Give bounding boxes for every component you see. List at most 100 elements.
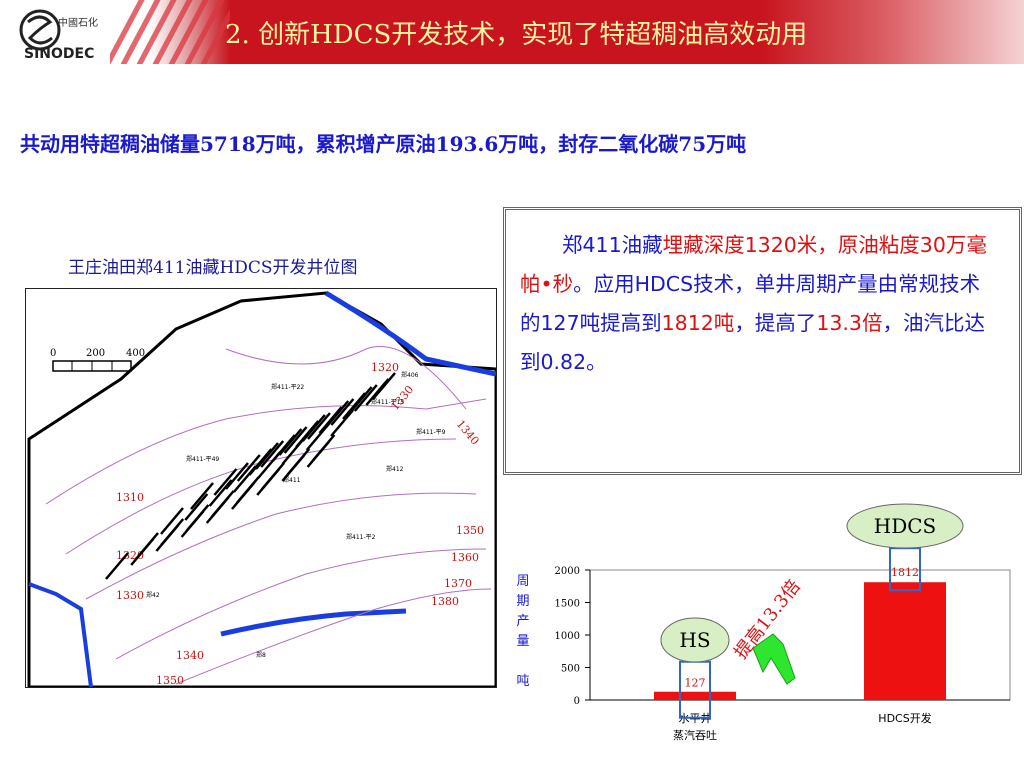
horizontal-well bbox=[353, 384, 378, 412]
bar bbox=[654, 691, 736, 700]
svg-text:郑411: 郑411 bbox=[283, 476, 301, 484]
header-bar: 中國石化 SINODEC 2. 创新HDCS开发技术，实现了特超稠油高效动用 bbox=[0, 0, 1024, 64]
svg-text:郑411-平9: 郑411-平9 bbox=[416, 428, 446, 436]
horizontal-well bbox=[307, 412, 331, 440]
horizontal-well bbox=[261, 462, 285, 490]
svg-text:400: 400 bbox=[126, 348, 145, 359]
contour bbox=[65, 438, 457, 555]
contour bbox=[85, 492, 477, 600]
y-tick-label: 1000 bbox=[555, 631, 580, 642]
svg-text:郑411-平22: 郑411-平22 bbox=[271, 383, 304, 391]
svg-text:郑8: 郑8 bbox=[256, 651, 266, 659]
y-axis-label-char: 周 bbox=[516, 574, 529, 589]
river-left bbox=[28, 582, 93, 688]
data-label: 1812 bbox=[891, 566, 919, 579]
bubble bbox=[846, 503, 964, 549]
header-stripes bbox=[110, 0, 230, 64]
svg-text:0: 0 bbox=[50, 348, 56, 359]
horizontal-well bbox=[185, 504, 210, 532]
desc-seg6: 13.3倍 bbox=[816, 311, 883, 335]
well-location-map: 0 200 400 1310 1320 1330 1340 1320 1330 … bbox=[25, 288, 498, 689]
svg-text:1360: 1360 bbox=[451, 551, 479, 564]
horizontal-well bbox=[190, 482, 214, 510]
contour-labels: 1310 1320 1330 1340 1320 1330 1340 1350 … bbox=[116, 361, 484, 687]
svg-text:1370: 1370 bbox=[444, 577, 472, 590]
desc-seg2: 埋藏深度1320米，原油粘度30万毫帕•秒 bbox=[520, 233, 987, 296]
horizontal-well bbox=[286, 448, 311, 476]
x-tick-label: 蒸汽吞吐 bbox=[673, 728, 717, 742]
horizontal-well bbox=[135, 532, 159, 560]
horizontal-well bbox=[372, 372, 396, 400]
horizontal-well bbox=[301, 414, 326, 442]
horizontal-well bbox=[311, 434, 336, 462]
svg-text:1350: 1350 bbox=[456, 524, 484, 537]
river-bottom bbox=[220, 608, 407, 637]
y-tick-label: 0 bbox=[574, 696, 580, 707]
contour bbox=[175, 588, 492, 685]
y-tick-label: 500 bbox=[561, 664, 580, 675]
y-tick-label: 1500 bbox=[555, 599, 580, 610]
horizontal-well bbox=[208, 479, 233, 507]
svg-text:中國石化: 中國石化 bbox=[58, 16, 98, 29]
sinopec-logo: 中國石化 SINODEC bbox=[19, 9, 98, 60]
bubble-label: HDCS bbox=[874, 514, 936, 538]
horizontal-well bbox=[210, 490, 235, 518]
horizontal-well bbox=[160, 507, 184, 535]
horizontal-well bbox=[325, 400, 350, 428]
summary-text: 共动用特超稠油储量5718万吨，累积增产原油193.6万吨，封存二氧化碳75万吨 bbox=[20, 132, 747, 156]
svg-text:1380: 1380 bbox=[431, 595, 459, 608]
svg-text:200: 200 bbox=[86, 348, 105, 359]
svg-text:郑411-平15: 郑411-平15 bbox=[371, 398, 404, 406]
svg-text:1340: 1340 bbox=[176, 649, 204, 662]
contour bbox=[115, 548, 487, 660]
svg-text:郑406: 郑406 bbox=[401, 371, 419, 379]
bubble-label: HS bbox=[679, 628, 710, 652]
bar bbox=[864, 582, 946, 700]
bubble bbox=[660, 617, 730, 663]
horizontal-well bbox=[278, 428, 303, 456]
horizontal-well bbox=[260, 440, 285, 468]
svg-text:SINODEC: SINODEC bbox=[24, 46, 94, 60]
y-axis-label-char: 产 bbox=[516, 614, 529, 629]
y-axis-label-char: 吨 bbox=[516, 674, 529, 689]
well-labels: 郑411-平49 郑411-平22 郑411 郑406 郑412 郑42 郑8 … bbox=[146, 371, 446, 659]
svg-text:1330: 1330 bbox=[116, 589, 144, 602]
desc-seg5: ，提高了 bbox=[734, 311, 817, 335]
river-top bbox=[324, 290, 497, 377]
horizontal-well bbox=[236, 454, 261, 482]
horizontal-well bbox=[283, 426, 308, 454]
horizontal-well bbox=[105, 552, 129, 580]
production-chart: 0500100015002000周期产量吨水平井蒸汽吞吐127HSHDCS开发1… bbox=[516, 503, 1011, 742]
desc-seg3: 。应用HDCS技术，单井周期产量由常规技术的127吨提高到 bbox=[520, 272, 981, 335]
desc-seg4: 1812吨 bbox=[661, 311, 735, 335]
page-title: 2. 创新HDCS开发技术，实现了特超稠油高效动用 bbox=[225, 20, 808, 50]
svg-text:郑42: 郑42 bbox=[146, 591, 160, 599]
description-box: 郑411油藏埋藏深度1320米，原油粘度30万毫帕•秒。应用HDCS技术，单井周… bbox=[503, 207, 1022, 475]
desc-seg1: 郑411油藏 bbox=[562, 233, 663, 257]
horizontal-well bbox=[213, 468, 238, 496]
svg-text:1320: 1320 bbox=[371, 361, 399, 374]
svg-text:郑412: 郑412 bbox=[386, 465, 404, 473]
x-tick-label: HDCS开发 bbox=[878, 711, 931, 725]
data-label: 127 bbox=[685, 677, 706, 690]
svg-text:1310: 1310 bbox=[116, 491, 144, 504]
y-axis-label-char: 量 bbox=[516, 634, 529, 649]
contour bbox=[225, 346, 467, 410]
horizontal-well bbox=[348, 386, 373, 414]
svg-text:1340: 1340 bbox=[454, 418, 482, 448]
horizontal-well bbox=[160, 518, 185, 546]
scale-bar: 0 200 400 bbox=[50, 348, 145, 372]
svg-text:郑411-平49: 郑411-平49 bbox=[186, 455, 219, 463]
horizontal-well bbox=[184, 493, 209, 521]
desc-seg7: ，油汽比达到0.82。 bbox=[520, 311, 985, 374]
map-title: 王庄油田郑411油藏HDCS开发井位图 bbox=[68, 258, 358, 278]
horizontal-wells bbox=[105, 372, 396, 580]
horizontal-well bbox=[225, 462, 249, 490]
y-tick-label: 2000 bbox=[555, 566, 580, 577]
horizontal-well bbox=[255, 442, 279, 470]
horizontal-well bbox=[235, 476, 260, 504]
growth-arrow bbox=[752, 633, 796, 685]
svg-text:1350: 1350 bbox=[156, 674, 184, 687]
svg-text:郑411-平2: 郑411-平2 bbox=[346, 533, 376, 541]
description-text: 郑411油藏埋藏深度1320米，原油粘度30万毫帕•秒。应用HDCS技术，单井周… bbox=[520, 226, 990, 382]
